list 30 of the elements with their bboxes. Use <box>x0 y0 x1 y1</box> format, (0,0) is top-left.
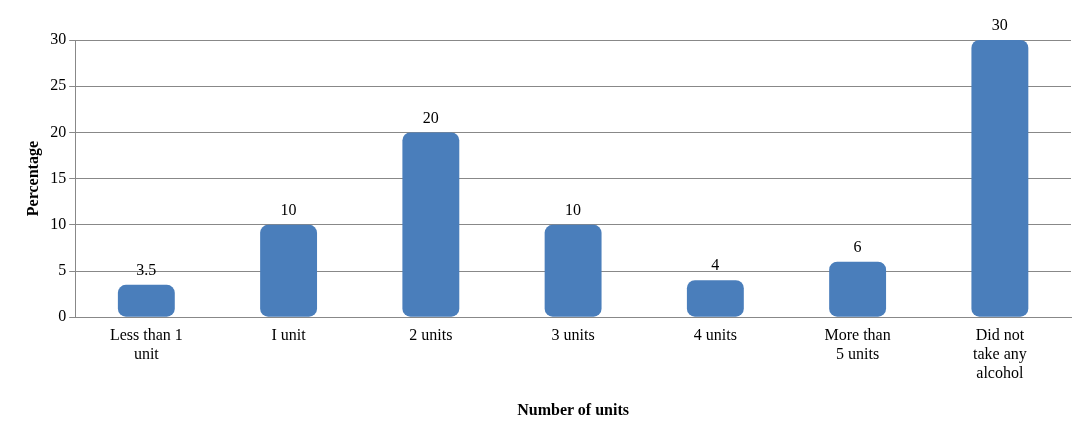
bar <box>544 224 602 317</box>
y-axis-title: Percentage <box>23 140 42 217</box>
x-tick-label: 2 units <box>409 326 453 343</box>
data-label: 30 <box>991 16 1008 34</box>
bar <box>971 40 1029 317</box>
y-tick-label: 25 <box>50 76 67 94</box>
bar <box>402 132 460 317</box>
y-tick-label: 20 <box>50 122 67 140</box>
x-tick-label: 3 units <box>551 326 595 343</box>
y-tick-label: 0 <box>58 307 67 325</box>
y-tick-label: 15 <box>50 168 67 186</box>
data-label: 10 <box>565 201 582 218</box>
y-tick-label: 30 <box>50 30 67 48</box>
data-label: 10 <box>280 201 297 218</box>
data-label: 20 <box>422 108 439 126</box>
x-tick-label: 4 units <box>693 326 737 343</box>
x-tick-label: Less than 1 unit <box>109 326 183 363</box>
y-tick-label: 10 <box>50 215 67 232</box>
x-tick-label: Did not take any alcohol <box>973 326 1027 382</box>
data-label: 4 <box>711 256 720 274</box>
x-tick-label: I unit <box>271 326 307 343</box>
bar <box>829 261 887 317</box>
bar <box>260 224 318 317</box>
data-label: 3.5 <box>136 261 157 279</box>
x-axis-title: Number of units <box>517 400 629 418</box>
x-tick-label: More than 5 units <box>824 326 891 363</box>
data-label: 6 <box>853 237 862 255</box>
bar <box>686 280 744 317</box>
bar <box>117 284 175 317</box>
y-tick-label: 5 <box>58 261 67 279</box>
